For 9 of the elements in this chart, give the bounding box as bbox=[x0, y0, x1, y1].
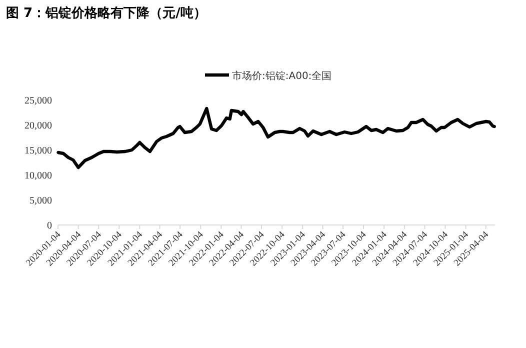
y-tick-label: 5,000 bbox=[30, 196, 52, 206]
y-tick-label: 20,000 bbox=[24, 120, 52, 132]
chart-title: 图 7：铝锭价格略有下降（元/吨） bbox=[6, 5, 206, 21]
legend-label: 市场价:铝锭:A00:全国 bbox=[232, 70, 332, 82]
line-series bbox=[56, 106, 496, 170]
y-tick-label: 25,000 bbox=[24, 96, 52, 106]
y-tick-label: 15,000 bbox=[24, 146, 52, 156]
y-tick-label: 10,000 bbox=[24, 170, 52, 182]
y-tick-label: 0 bbox=[47, 220, 52, 232]
